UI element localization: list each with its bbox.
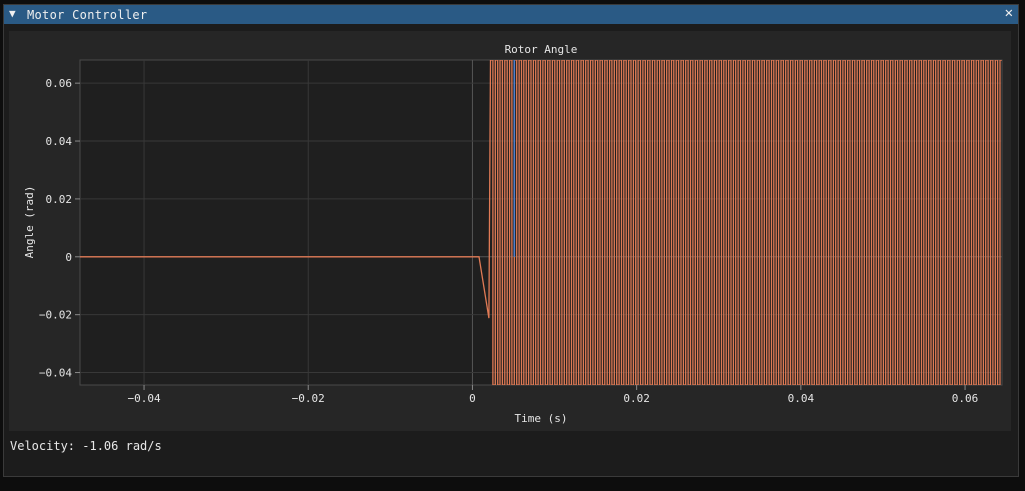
y-tick-label: 0.04 bbox=[46, 135, 73, 148]
y-tick-label: 0 bbox=[65, 251, 72, 264]
y-axis-ticks: 0.06 0.04 0.02 0 −0.02 −0.04 bbox=[39, 77, 80, 380]
rotor-angle-chart[interactable]: Rotor Angle −0.04 −0.02 0 0.02 0.04 0.06 0.06… bbox=[9, 31, 1011, 431]
motor-controller-window: ▼ Motor Controller ✕ Rotor Angle −0.04 −0… bbox=[3, 4, 1019, 477]
y-tick-label: −0.02 bbox=[39, 309, 72, 322]
y-tick-label: 0.02 bbox=[46, 193, 73, 206]
x-tick-label: −0.02 bbox=[292, 392, 325, 405]
rotor-angle-plot[interactable]: Rotor Angle −0.04 −0.02 0 0.02 0.04 0.06 0.06… bbox=[9, 31, 1011, 431]
x-axis-ticks: −0.04 −0.02 0 0.02 0.04 0.06 bbox=[127, 385, 978, 405]
close-icon[interactable]: ✕ bbox=[1004, 5, 1013, 21]
y-axis-label: Angle (rad) bbox=[23, 186, 36, 259]
chart-title: Rotor Angle bbox=[505, 43, 578, 56]
y-tick-label: 0.06 bbox=[46, 77, 73, 90]
series-layer bbox=[80, 60, 1002, 385]
x-tick-label: 0 bbox=[469, 392, 476, 405]
y-tick-label: −0.04 bbox=[39, 367, 72, 380]
velocity-readout: Velocity: -1.06 rad/s bbox=[10, 439, 162, 453]
x-tick-label: −0.04 bbox=[127, 392, 160, 405]
window-title: Motor Controller bbox=[27, 8, 148, 22]
x-tick-label: 0.04 bbox=[788, 392, 815, 405]
x-axis-label: Time (s) bbox=[515, 412, 568, 425]
x-tick-label: 0.02 bbox=[623, 392, 650, 405]
collapse-triangle-icon[interactable]: ▼ bbox=[9, 7, 16, 20]
x-tick-label: 0.06 bbox=[952, 392, 979, 405]
window-titlebar[interactable]: ▼ Motor Controller ✕ bbox=[4, 5, 1018, 24]
